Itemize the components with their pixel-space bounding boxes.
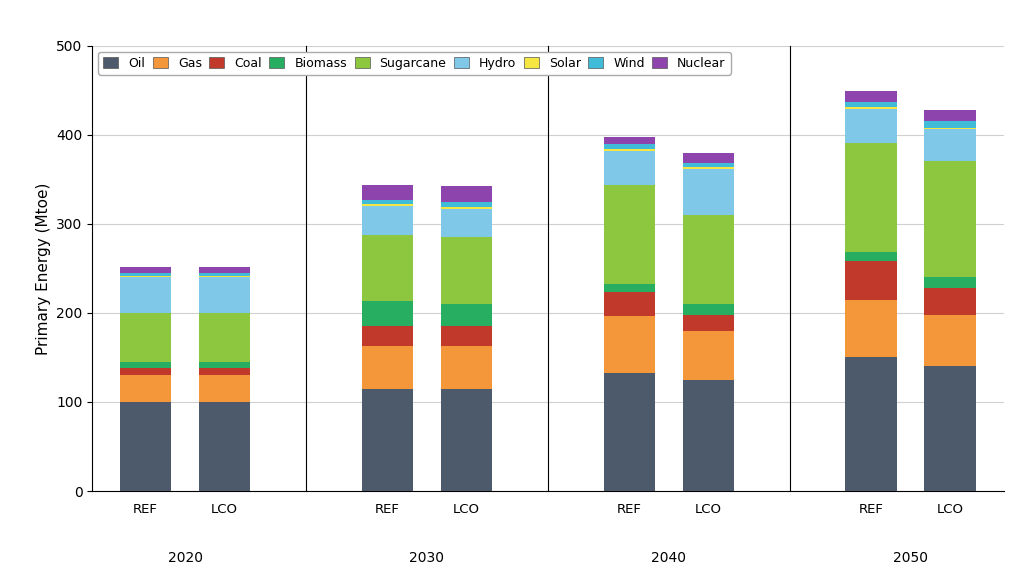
Bar — [361, 346, 413, 389]
Bar — [441, 346, 493, 389]
Bar — [846, 109, 897, 143]
Bar — [846, 102, 897, 107]
Bar — [846, 300, 897, 357]
Bar — [199, 402, 250, 491]
Bar — [120, 368, 171, 375]
Bar — [925, 130, 976, 162]
Bar — [120, 278, 171, 313]
Bar — [683, 304, 734, 315]
Bar — [925, 128, 976, 130]
Bar — [120, 375, 171, 402]
Bar — [603, 138, 654, 144]
Bar — [120, 267, 171, 273]
Bar — [441, 237, 493, 304]
Bar — [199, 313, 250, 362]
Bar — [603, 184, 654, 284]
Bar — [361, 206, 413, 235]
Bar — [925, 110, 976, 122]
Bar — [683, 152, 734, 163]
Bar — [361, 184, 413, 200]
Bar — [603, 292, 654, 316]
Bar — [683, 331, 734, 380]
Bar — [603, 144, 654, 149]
Bar — [925, 278, 976, 288]
Bar — [199, 276, 250, 278]
Text: 2040: 2040 — [651, 551, 686, 565]
Bar — [441, 389, 493, 491]
Bar — [846, 143, 897, 252]
Text: 2030: 2030 — [410, 551, 444, 565]
Bar — [120, 276, 171, 278]
Bar — [846, 91, 897, 102]
Bar — [199, 267, 250, 273]
Bar — [361, 204, 413, 206]
Bar — [441, 326, 493, 346]
Bar — [361, 326, 413, 346]
Bar — [846, 252, 897, 262]
Bar — [683, 163, 734, 167]
Bar — [199, 368, 250, 375]
Bar — [199, 273, 250, 276]
Bar — [361, 389, 413, 491]
Bar — [361, 235, 413, 301]
Bar — [925, 315, 976, 367]
Legend: Oil, Gas, Coal, Biomass, Sugarcane, Hydro, Solar, Wind, Nuclear: Oil, Gas, Coal, Biomass, Sugarcane, Hydr… — [98, 52, 730, 75]
Bar — [925, 367, 976, 491]
Text: 2050: 2050 — [893, 551, 928, 565]
Bar — [925, 122, 976, 128]
Y-axis label: Primary Energy (Mtoe): Primary Energy (Mtoe) — [36, 182, 50, 355]
Text: 2020: 2020 — [168, 551, 203, 565]
Bar — [683, 167, 734, 168]
Bar — [199, 362, 250, 368]
Bar — [603, 151, 654, 184]
Bar — [925, 162, 976, 278]
Bar — [846, 262, 897, 300]
Bar — [441, 186, 493, 203]
Bar — [846, 107, 897, 109]
Bar — [846, 357, 897, 491]
Bar — [441, 203, 493, 207]
Bar — [120, 402, 171, 491]
Bar — [603, 316, 654, 373]
Bar — [441, 207, 493, 208]
Bar — [603, 149, 654, 151]
Bar — [120, 313, 171, 362]
Bar — [361, 301, 413, 326]
Bar — [199, 278, 250, 313]
Bar — [683, 168, 734, 215]
Bar — [361, 200, 413, 204]
Bar — [683, 215, 734, 304]
Bar — [683, 315, 734, 331]
Bar — [683, 380, 734, 491]
Bar — [199, 375, 250, 402]
Bar — [925, 288, 976, 315]
Bar — [441, 208, 493, 237]
Bar — [120, 362, 171, 368]
Bar — [120, 273, 171, 276]
Bar — [603, 284, 654, 292]
Bar — [441, 304, 493, 326]
Bar — [603, 373, 654, 491]
